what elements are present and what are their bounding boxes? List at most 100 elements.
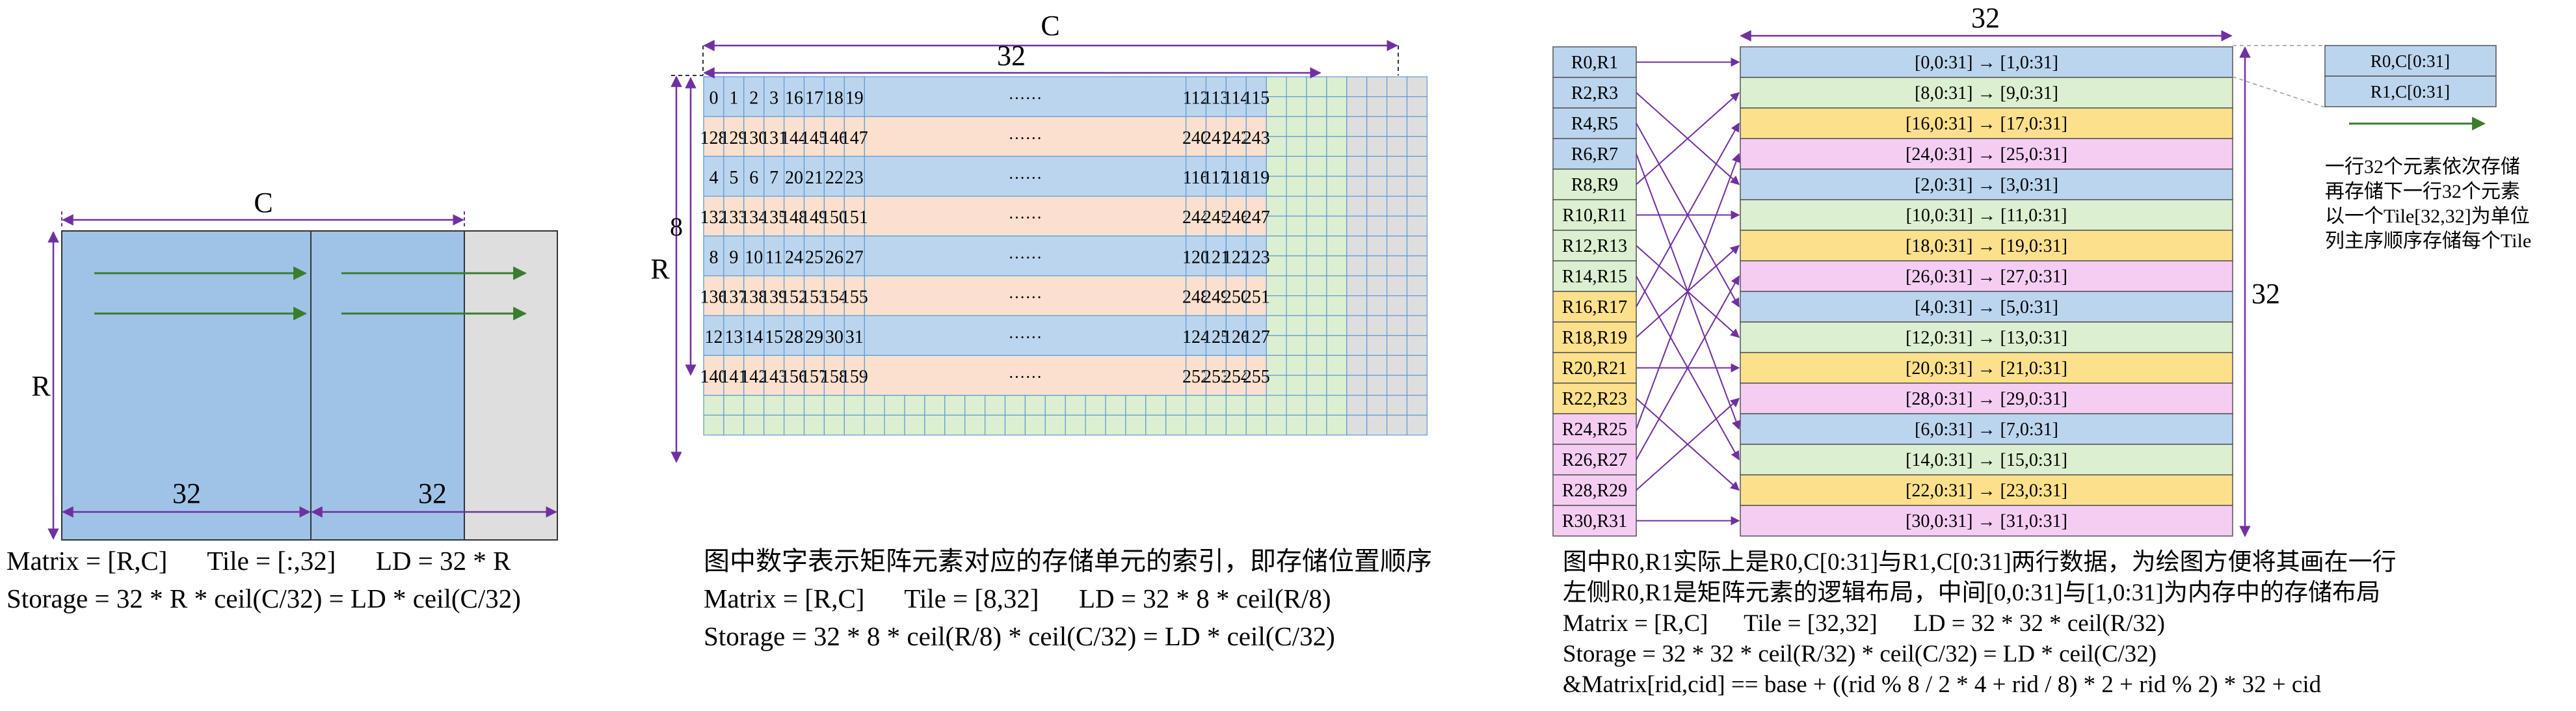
panel2-grid-cell bbox=[1366, 394, 1388, 416]
panel2-index-value: 13 bbox=[724, 327, 743, 347]
panel2-index-value: 242 bbox=[1223, 128, 1250, 148]
panel2-grid-cell bbox=[1286, 235, 1307, 256]
panel2-index-value: 142 bbox=[740, 367, 767, 387]
panel2-grid-cell bbox=[964, 414, 986, 436]
panel3-storage-row-label: [0,0:31] → [1,0:31] bbox=[1915, 53, 2058, 73]
panel2-grid-cell bbox=[1346, 315, 1368, 336]
panel2-grid-cell bbox=[723, 414, 745, 436]
panel3-inset-row-r0 bbox=[2324, 45, 2497, 77]
panel2-index-value: 153 bbox=[801, 288, 828, 308]
panel2-index-value: 241 bbox=[1202, 128, 1230, 148]
panel3-storage-row bbox=[1740, 199, 2233, 231]
panel2-index-cell bbox=[1245, 76, 1267, 117]
panel2-index-value: 251 bbox=[1243, 288, 1270, 308]
panel2-grid-cell bbox=[1306, 295, 1327, 316]
panel3-storage-row-label: [6,0:31] → [7,0:31] bbox=[1915, 420, 2058, 440]
panel3-storage-row bbox=[1740, 260, 2233, 292]
panel2-grid-cell bbox=[1286, 355, 1307, 376]
panel2-grid-cell bbox=[1326, 394, 1348, 416]
panel2-ellipsis: ······ bbox=[1008, 288, 1042, 307]
panel2-index-value: 136 bbox=[700, 288, 727, 308]
panel3-logical-row-label: R26,R27 bbox=[1562, 450, 1627, 470]
panel2-index-value: 17 bbox=[805, 88, 823, 109]
panel2-grid-cell bbox=[1266, 116, 1287, 137]
panel2-index-value: 159 bbox=[841, 367, 868, 387]
panel3-mapping-lines bbox=[1636, 57, 1741, 526]
panel2-index-cell bbox=[783, 76, 805, 117]
panel3-storage-row bbox=[1740, 46, 2233, 78]
panel2-grid-cell bbox=[984, 414, 1006, 436]
panel2-grid-cell bbox=[1225, 394, 1247, 416]
panel3-storage-row-label: [24,0:31] → [25,0:31] bbox=[1905, 144, 2067, 165]
panel2-index-value: 124 bbox=[1182, 327, 1210, 347]
panel2-label-8: 8 bbox=[670, 212, 683, 241]
panel1-label-32-a: 32 bbox=[172, 477, 201, 509]
panel3-logical-row-label: R22,R23 bbox=[1562, 389, 1627, 409]
panel2-index-cell bbox=[764, 235, 785, 276]
panel3-caption-line-1: 图中R0,R1实际上是R0,C[0:31]与R1,C[0:31]两行数据，为绘图… bbox=[1563, 548, 2397, 576]
panel2-index-value: 155 bbox=[841, 288, 868, 308]
panel2-grid-cell bbox=[1125, 414, 1147, 436]
panel2-index-value: 9 bbox=[729, 247, 738, 267]
panel2-ellipsis: ······ bbox=[1008, 129, 1042, 148]
panel2-grid-cell bbox=[1165, 394, 1187, 416]
panel3-logical-row bbox=[1552, 321, 1637, 353]
panel3-mapping-arrow bbox=[1636, 397, 1740, 491]
panel2-index-value: 246 bbox=[1223, 208, 1250, 228]
panel2-label-c: C bbox=[1041, 10, 1059, 42]
panel3-storage-row-label: [20,0:31] → [21,0:31] bbox=[1905, 358, 2067, 379]
panel2-index-value: 133 bbox=[720, 208, 747, 228]
panel2-index-value: 125 bbox=[1202, 327, 1230, 347]
panel2-index-value: 28 bbox=[785, 327, 803, 347]
panel3-label-32-top: 32 bbox=[1971, 2, 2000, 34]
panel2-index-value: 146 bbox=[821, 128, 848, 148]
panel3-label-32-right: 32 bbox=[2251, 278, 2280, 310]
panel2-grid-cell bbox=[1105, 414, 1126, 436]
panel3-logical-row-label: R14,R15 bbox=[1562, 267, 1627, 287]
panel2-index-value: 5 bbox=[729, 168, 738, 188]
panel2-grid-cell bbox=[843, 394, 865, 416]
panel1-caption-line-1: Matrix = [R,C] Tile = [:,32] LD = 32 * R bbox=[7, 546, 511, 576]
panel2-ellipsis-band bbox=[864, 116, 1187, 157]
panel2-label-r: R bbox=[650, 253, 670, 285]
panel2-grid-cell bbox=[1387, 196, 1408, 217]
panel3-inset-label-r1: R1,C[0:31] bbox=[2370, 82, 2450, 101]
panel2-grid-cell bbox=[1125, 394, 1147, 416]
panel2-index-cell bbox=[783, 235, 805, 276]
panel2-grid-cell bbox=[843, 414, 865, 436]
panel2-grid-cell bbox=[1366, 235, 1388, 256]
panel2-index-cell bbox=[1225, 275, 1247, 316]
panel2-grid-cell bbox=[1346, 215, 1368, 237]
panel2-grid-cell bbox=[703, 394, 724, 416]
panel2-index-value: 118 bbox=[1223, 168, 1249, 188]
panel2-index-value: 23 bbox=[845, 168, 864, 188]
panel2-ellipsis: ······ bbox=[1008, 89, 1042, 108]
panel2-grid-cell bbox=[1326, 375, 1348, 396]
panel3-storage-row-label: [12,0:31] → [13,0:31] bbox=[1905, 328, 2067, 348]
panel2-index-value: 247 bbox=[1243, 208, 1270, 228]
panel2-grid-cell bbox=[1346, 96, 1368, 117]
panel2-index-cell bbox=[703, 76, 724, 117]
panel2-grid-cell bbox=[1406, 176, 1427, 197]
panel2-index-cell bbox=[1185, 315, 1207, 356]
panel2-grid-cell bbox=[783, 394, 805, 416]
panel2-index-value: 20 bbox=[785, 168, 803, 188]
panel1-label-r: R bbox=[31, 370, 51, 402]
panel2-grid-cell bbox=[1306, 196, 1327, 217]
panel2-grid-cell bbox=[1366, 355, 1388, 376]
panel2-index-cell bbox=[843, 275, 865, 316]
panel2-index-cell bbox=[1245, 116, 1267, 157]
panel3-logical-row-label: R6,R7 bbox=[1571, 144, 1618, 165]
panel2-grid-cell bbox=[1306, 136, 1327, 157]
panel3-logical-row-label: R20,R21 bbox=[1562, 358, 1627, 379]
panel2-ellipsis-band bbox=[864, 196, 1187, 237]
panel2-index-value: 19 bbox=[845, 88, 864, 109]
panel2-grid-cell bbox=[1326, 116, 1348, 137]
panel2-index-value: 250 bbox=[1223, 288, 1250, 308]
panel2-index-value: 114 bbox=[1223, 88, 1249, 109]
panel3-inset-label-r0: R0,C[0:31] bbox=[2370, 51, 2450, 71]
panel2-grid-cell bbox=[1286, 375, 1307, 396]
panel2-index-cell bbox=[703, 355, 724, 396]
panel2-grid-cell bbox=[1286, 414, 1307, 436]
panel2-grid-cell bbox=[1326, 355, 1348, 376]
